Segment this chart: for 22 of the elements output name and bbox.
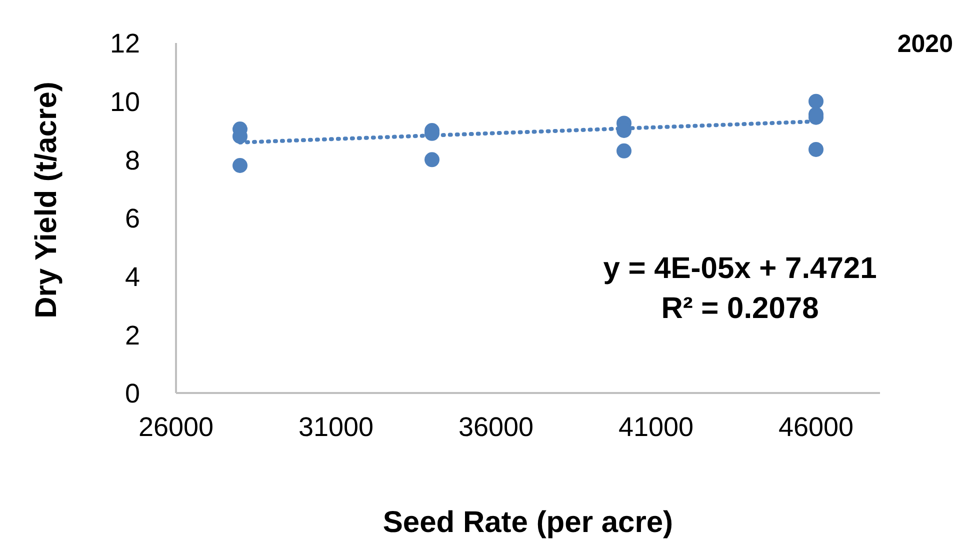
- y-tick-label: 8: [124, 145, 140, 176]
- x-tick-label: 26000: [138, 412, 214, 442]
- y-tick-label: 12: [110, 28, 140, 59]
- point: [616, 143, 632, 158]
- x-axis-title: Seed Rate (per acre): [382, 506, 674, 539]
- y-axis-title: Dry Yield (t/acre): [30, 82, 63, 318]
- y-tick-label: 6: [124, 204, 140, 234]
- annotation: R² = 0.2078: [660, 292, 820, 326]
- x-tick-label: 46000: [778, 412, 854, 442]
- point: [808, 142, 824, 157]
- x-tick-label: 31000: [298, 412, 374, 442]
- point: [232, 158, 248, 173]
- y-tick-label: 2: [124, 320, 140, 350]
- annotation: y = 4E-05x + 7.4721: [602, 252, 878, 286]
- chart-title: 2020: [897, 30, 953, 59]
- x-tick-label: 36000: [458, 412, 534, 442]
- y-tick-label: 4: [124, 262, 140, 292]
- point: [808, 94, 824, 109]
- x-tick-label: 41000: [618, 412, 694, 442]
- point: [424, 152, 440, 168]
- y-tick-label: 10: [110, 86, 140, 117]
- y-tick-label: 0: [124, 378, 140, 409]
